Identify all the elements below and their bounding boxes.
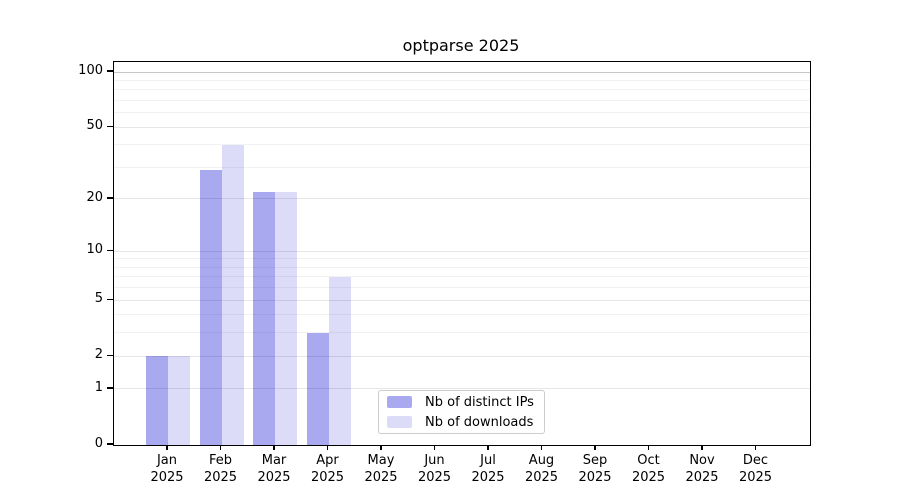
x-tick-mark (647, 445, 650, 450)
gridline-2 (114, 355, 810, 357)
y-tick-label-10: 10 (86, 242, 103, 258)
y-tick-label-0: 0 (94, 436, 103, 451)
x-tick-label-mar: Mar 2025 (257, 453, 291, 485)
x-tick-label-nov: Nov 2025 (685, 453, 719, 485)
gridline-6 (114, 287, 810, 289)
legend: Nb of distinct IPs Nb of downloads (378, 390, 545, 434)
x-tick-label-aug: Aug 2025 (524, 453, 559, 485)
gridline-40 (114, 144, 810, 146)
x-tick-mark (166, 445, 168, 450)
gridline-30 (114, 166, 810, 168)
bar-ips-jan (146, 356, 168, 445)
y-tick-label-20: 20 (86, 189, 103, 205)
gridline-1 (114, 388, 810, 390)
x-tick-label-oct: Oct 2025 (631, 453, 666, 485)
y-tick-mark (107, 354, 113, 356)
legend-item-distinct-ips: Nb of distinct IPs (379, 394, 544, 411)
y-tick-mark (107, 125, 113, 127)
x-tick-label-sep: Sep 2025 (578, 453, 612, 485)
y-tick-mark (107, 298, 113, 300)
gridline-90 (114, 79, 810, 81)
x-tick-mark (487, 445, 489, 450)
x-tick-label-feb: Feb 2025 (203, 453, 238, 485)
y-tick-mark (107, 249, 113, 251)
x-tick-mark (701, 445, 703, 450)
x-tick-mark (754, 445, 757, 450)
x-tick-label-jun: Jun 2025 (417, 453, 452, 485)
x-tick-mark (380, 445, 382, 450)
legend-swatch-distinct-ips (387, 396, 412, 408)
bar-downloads-mar (275, 191, 297, 445)
y-tick-mark (107, 70, 113, 72)
gridline-80 (114, 89, 810, 91)
plot-area (113, 61, 811, 446)
x-tick-label-dec: Dec 2025 (738, 453, 773, 485)
gridline-4 (114, 314, 810, 316)
bar-ips-feb (199, 170, 222, 445)
gridline-100 (114, 71, 810, 73)
gridline-70 (114, 99, 810, 101)
bar-ips-mar (253, 191, 275, 445)
x-tick-mark (273, 445, 275, 450)
gridline-3 (114, 332, 810, 334)
x-tick-label-apr: Apr 2025 (310, 453, 345, 485)
y-tick-mark (107, 443, 113, 445)
x-tick-mark (540, 445, 543, 450)
x-tick-mark (594, 445, 596, 450)
gridline-10 (114, 250, 810, 252)
legend-label-distinct-ips: Nb of distinct IPs (425, 394, 534, 410)
legend-item-downloads: Nb of downloads (379, 414, 544, 431)
gridline-20 (114, 198, 810, 200)
gridline-8 (114, 266, 810, 268)
y-tick-label-1: 1 (94, 379, 103, 395)
x-tick-label-jul: Jul 2025 (471, 453, 505, 485)
y-tick-mark (107, 387, 113, 389)
y-tick-label-5: 5 (94, 291, 103, 307)
gridline-50 (114, 126, 810, 128)
bar-downloads-jan (168, 356, 190, 445)
y-tick-label-50: 50 (86, 118, 103, 134)
legend-swatch-downloads (387, 416, 412, 428)
gridline-7 (114, 276, 810, 278)
y-tick-label-100: 100 (78, 63, 103, 78)
x-tick-mark (326, 445, 329, 450)
gridline-9 (114, 258, 810, 260)
x-tick-label-may: May 2025 (364, 453, 398, 485)
x-tick-label-jan: Jan 2025 (150, 453, 184, 485)
chart-title: optparse 2025 (402, 36, 520, 55)
y-tick-mark (107, 197, 113, 199)
bar-downloads-apr (328, 276, 351, 445)
y-tick-label-2: 2 (94, 347, 103, 363)
x-tick-mark (433, 445, 436, 450)
bar-downloads-feb (221, 144, 244, 445)
gridline-60 (114, 112, 810, 114)
x-tick-mark (219, 445, 222, 450)
legend-label-downloads: Nb of downloads (425, 414, 534, 430)
gridline-5 (114, 299, 810, 301)
